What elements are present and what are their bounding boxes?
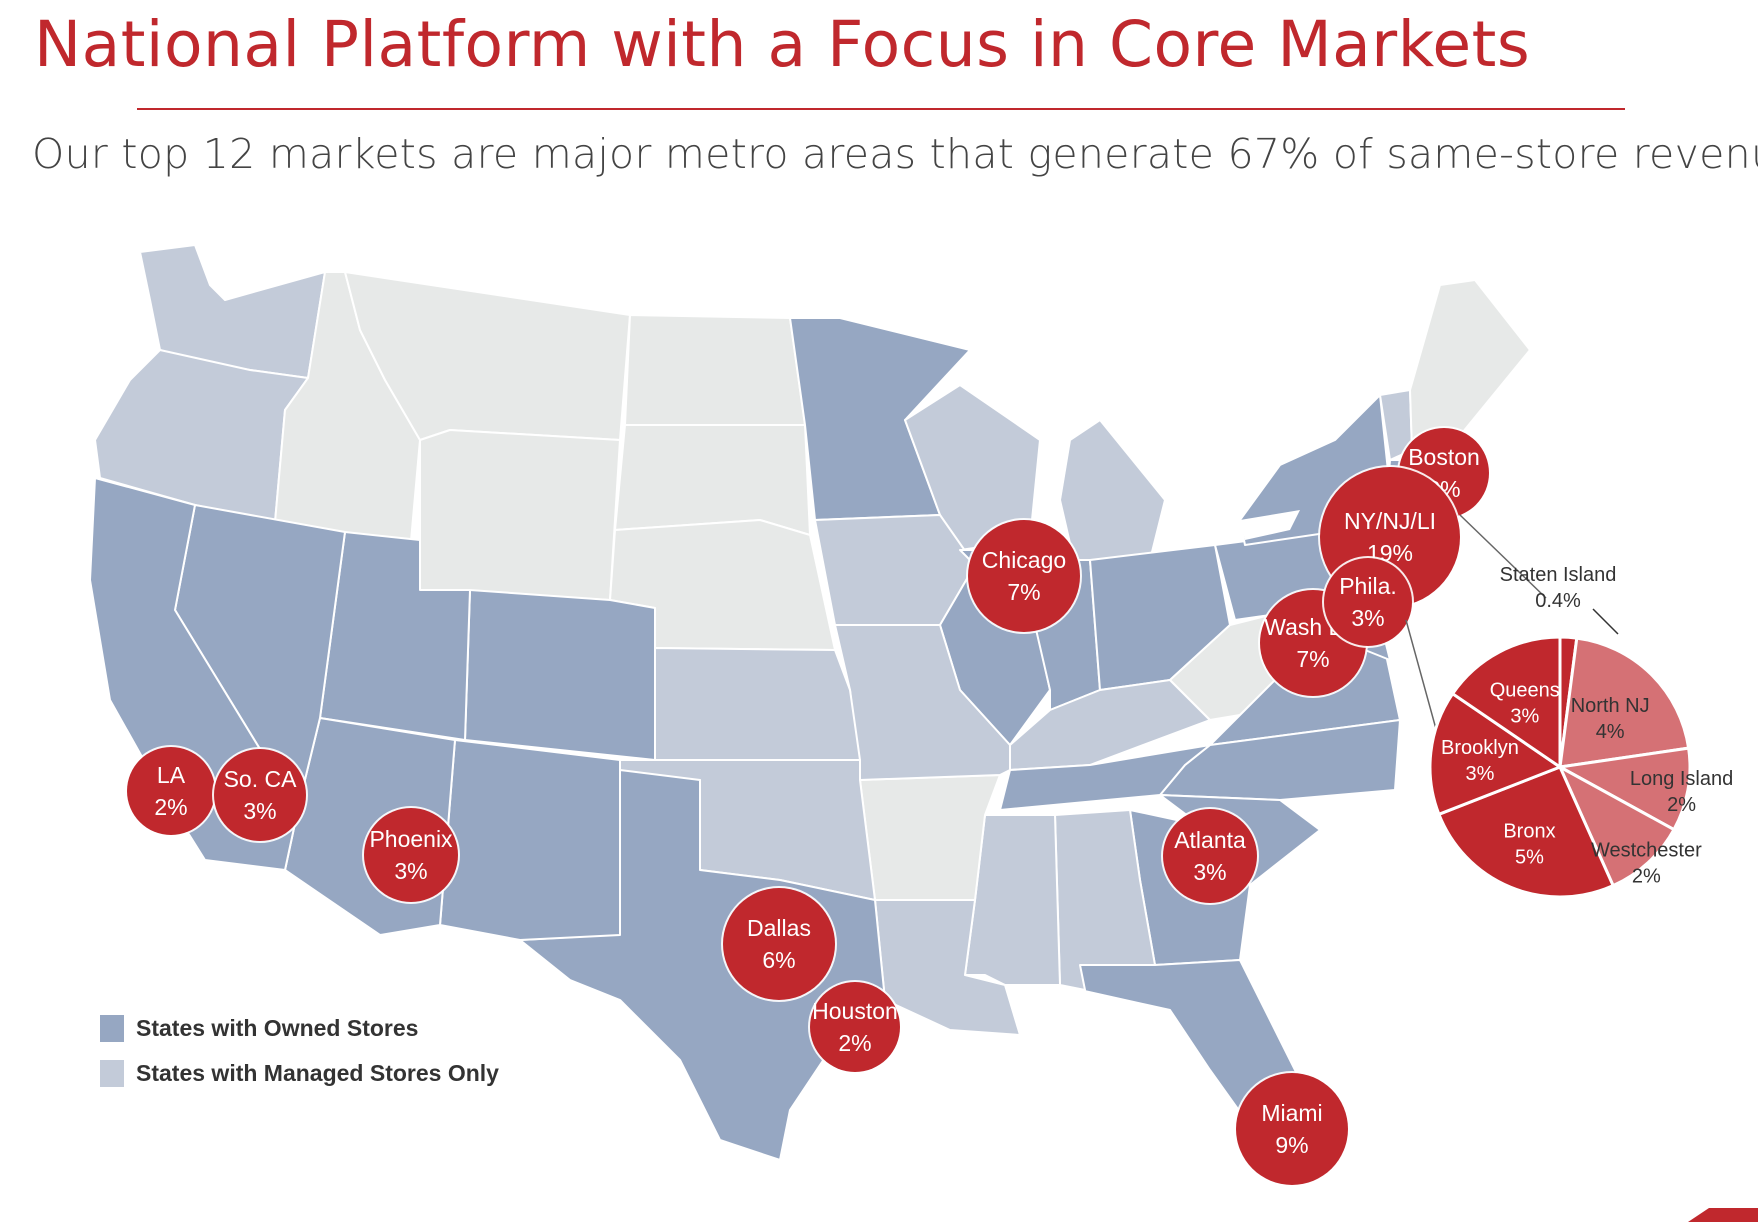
market-name: So. CA bbox=[223, 766, 297, 792]
market-pct: 2% bbox=[838, 1030, 872, 1056]
state-texas bbox=[519, 769, 886, 1161]
market-name: Dallas bbox=[747, 915, 811, 941]
page-subtitle: Our top 12 markets are major metro areas… bbox=[32, 130, 1758, 178]
market-la: LA 2% bbox=[127, 747, 215, 835]
state-tennessee bbox=[999, 744, 1211, 811]
market-name: Phila. bbox=[1339, 573, 1397, 599]
market-houston: Houston 2% bbox=[810, 982, 900, 1072]
state-kansas bbox=[649, 647, 861, 761]
market-phoenix: Phoenix 3% bbox=[364, 808, 458, 902]
market-phila: Phila. 3% bbox=[1324, 558, 1412, 646]
legend-managed-swatch bbox=[100, 1060, 124, 1087]
market-name: Boston bbox=[1408, 444, 1480, 470]
market-name: Phoenix bbox=[369, 826, 453, 852]
page-title: National Platform with a Focus in Core M… bbox=[34, 8, 1531, 81]
market-pct: 2% bbox=[154, 794, 188, 820]
market-pct: 3% bbox=[1193, 859, 1227, 885]
market-pct: 3% bbox=[1351, 605, 1385, 631]
state-shapes bbox=[89, 244, 1531, 1161]
state-alabama bbox=[1054, 809, 1156, 991]
subtitle-text: Our top 12 markets are major metro areas… bbox=[32, 130, 1758, 178]
market-pct: 3% bbox=[243, 798, 277, 824]
market-wash-dc: Wash DC 7% bbox=[1260, 590, 1366, 696]
legend-owned-label: States with Owned Stores bbox=[136, 1015, 419, 1041]
state-wyoming bbox=[419, 429, 621, 601]
market-atlanta: Atlanta 3% bbox=[1163, 809, 1257, 903]
market-so-ca: So. CA 3% bbox=[214, 749, 306, 841]
market-miami: Miami 9% bbox=[1236, 1073, 1348, 1185]
state-south-dakota bbox=[614, 424, 811, 536]
state-colorado bbox=[464, 589, 656, 761]
state-north-dakota bbox=[624, 314, 806, 426]
legend-owned-swatch bbox=[100, 1015, 124, 1042]
market-dallas: Dallas 6% bbox=[723, 888, 835, 1000]
market-name: Houston bbox=[812, 998, 898, 1024]
market-name: LA bbox=[156, 762, 186, 788]
corner-accent bbox=[1688, 1208, 1758, 1222]
market-name: Miami bbox=[1261, 1100, 1323, 1126]
market-name: Chicago bbox=[981, 547, 1067, 573]
title-divider bbox=[137, 108, 1625, 110]
market-name: NY/NJ/LI bbox=[1343, 508, 1437, 534]
state-new-mexico bbox=[439, 739, 621, 941]
market-pct: 6% bbox=[762, 947, 796, 973]
legend-managed: States with Managed Stores Only bbox=[100, 1060, 499, 1087]
state-michigan bbox=[1059, 419, 1166, 566]
great-lakes bbox=[960, 370, 1300, 545]
market-pct: 7% bbox=[1296, 646, 1330, 672]
market-name: Atlanta bbox=[1174, 827, 1246, 853]
market-pct: 7% bbox=[1007, 579, 1041, 605]
legend-managed-label: States with Managed Stores Only bbox=[136, 1060, 499, 1086]
legend-owned: States with Owned Stores bbox=[100, 1015, 418, 1042]
market-pct: 9% bbox=[1275, 1132, 1309, 1158]
market-chicago: Chicago 7% bbox=[968, 520, 1080, 632]
market-pct: 3% bbox=[394, 858, 428, 884]
